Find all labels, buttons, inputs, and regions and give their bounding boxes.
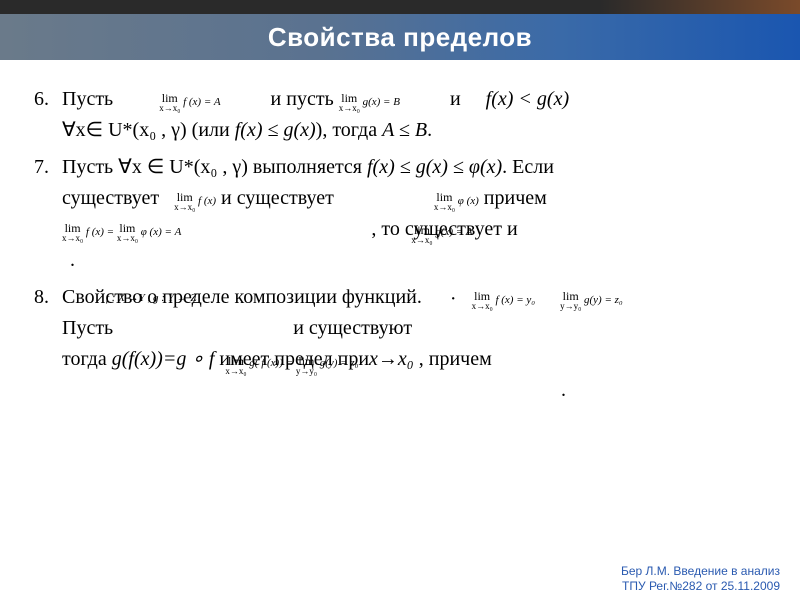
header-band: Свойства пределов	[0, 0, 800, 72]
lim-eq-2: lim x→x₀	[117, 222, 138, 243]
text: Пусть ∀x ∈ U*(x₀ , γ) выполняется	[62, 156, 367, 178]
final-lim-overlay: lim x→x₀ g( f (x)) = lim y→y₀ g(y) = z₀	[225, 353, 358, 374]
expr: f (x)	[195, 195, 216, 207]
expr: f (x) = A	[180, 96, 220, 108]
text: тогда	[62, 348, 112, 370]
expr: g(x) = B	[360, 96, 400, 108]
lim-gx-A-overlay: lim x→x₀ g(x) = A	[411, 222, 472, 243]
footer: Бер Л.М. Введение в анализ ТПУ Рег.№282 …	[621, 564, 780, 594]
maps-overlay: f : X →Y , g : Y → Z	[106, 290, 196, 307]
text: ), тогда	[316, 119, 382, 141]
lim-fx-A: lim x→x₀	[159, 92, 180, 113]
ineq: f(x) ≤ g(x)	[235, 119, 316, 141]
header-blue-strip: Свойства пределов	[0, 14, 800, 60]
header-dark-strip	[0, 0, 800, 14]
lim-fx: lim x→x₀	[174, 191, 195, 212]
text: и	[450, 88, 466, 110]
text: и пусть	[271, 88, 339, 110]
conclusion: A ≤ B	[382, 119, 427, 141]
property-7: Пусть ∀x ∈ U*(x₀ , γ) выполняется f(x) ≤…	[34, 152, 766, 276]
text: , причем	[414, 348, 492, 370]
expr: f (x) = y₀	[493, 294, 535, 306]
text: .	[70, 249, 75, 271]
text: Пусть	[62, 317, 118, 339]
text: и существуют	[293, 317, 412, 339]
composition: g(f(x))=g ∘ f	[112, 348, 215, 370]
arrow: x→x₀	[369, 348, 414, 370]
expr: f (x) =	[83, 226, 117, 238]
lim-eq-1: lim x→x₀	[62, 222, 83, 243]
footer-line-2: ТПУ Рег.№282 от 25.11.2009	[621, 579, 780, 594]
lim-phix: lim x→x₀	[434, 191, 455, 212]
text: ∀x∈ U*(x₀ , γ) (или	[62, 119, 235, 141]
text: .	[427, 119, 432, 141]
lim-fx-y0: lim x→x₀	[472, 290, 493, 311]
lim-gy-z0: lim y→y₀	[560, 290, 581, 311]
footer-line-1: Бер Л.М. Введение в анализ	[621, 564, 780, 579]
chain: f(x) ≤ g(x) ≤ φ(x)	[367, 156, 502, 178]
text: и существует	[221, 187, 339, 209]
expr: φ (x)	[455, 195, 479, 207]
text: . Если	[502, 156, 554, 178]
text: существует	[62, 187, 164, 209]
content-area: Пусть lim x→x₀ f (x) = A и пусть lim x→x…	[0, 72, 800, 406]
expr: φ (x) = A	[138, 226, 181, 238]
ineq: f(x) < g(x)	[486, 88, 569, 110]
text: .	[561, 379, 566, 401]
page-title: Свойства пределов	[268, 22, 532, 53]
properties-list: Пусть lim x→x₀ f (x) = A и пусть lim x→x…	[34, 84, 766, 406]
text: причем	[484, 187, 547, 209]
property-6: Пусть lim x→x₀ f (x) = A и пусть lim x→x…	[34, 84, 766, 146]
expr: g(y) = z₀	[581, 294, 623, 306]
text: Пусть	[62, 88, 118, 110]
lim-gx-B: lim x→x₀	[339, 92, 360, 113]
property-8: Свойство о пределе композиции функций. f…	[34, 282, 766, 406]
